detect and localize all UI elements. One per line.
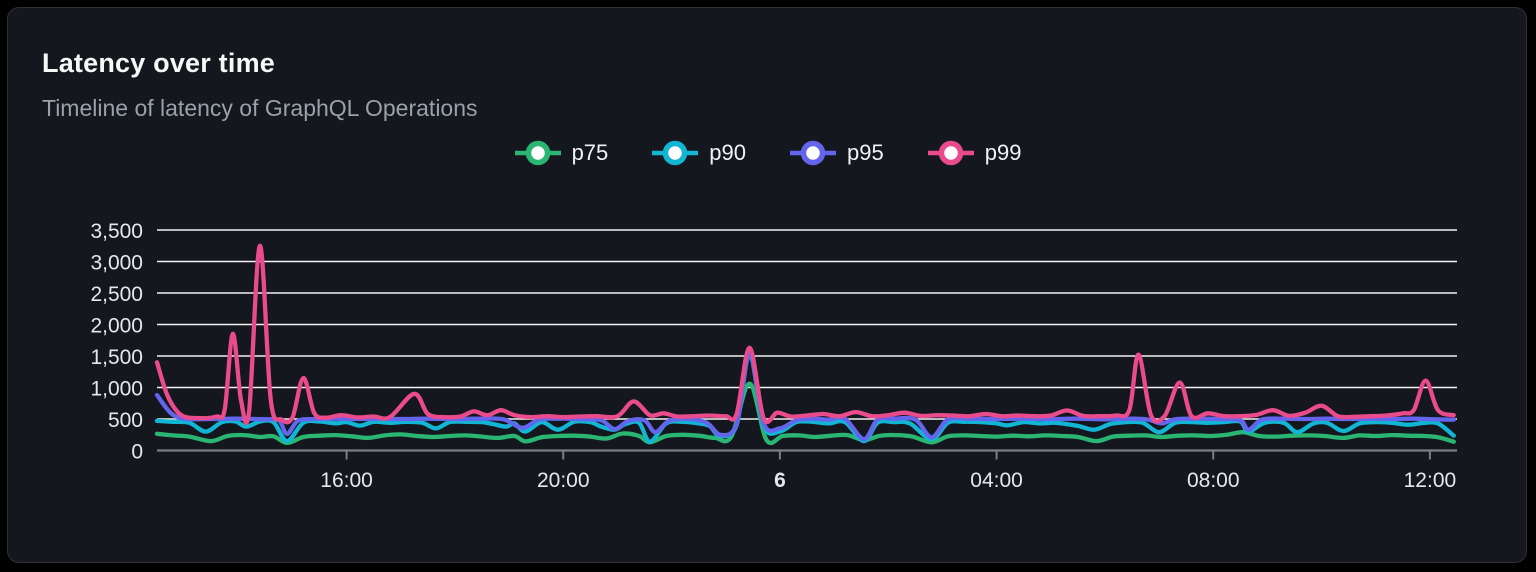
y-tick-label: 1,000: [90, 378, 143, 401]
x-tick-label: 12:00: [1404, 469, 1457, 492]
legend-item-p99[interactable]: p99: [927, 138, 1022, 168]
x-tick-label: 08:00: [1187, 469, 1240, 492]
legend-label: p90: [709, 140, 746, 165]
x-tick-label: 6: [774, 469, 786, 492]
legend-item-p95[interactable]: p95: [790, 138, 884, 168]
legend-label: p99: [984, 140, 1022, 165]
x-tick-label: 16:00: [320, 469, 373, 492]
series-line-p90: [154, 351, 1456, 444]
y-axis-labels: 0 500 1,000 1,500 2,000 2,500 3,000 3,500: [90, 220, 143, 464]
legend: p75 p90 p95 p99: [0, 138, 1536, 168]
series-line-p75: [154, 381, 1456, 446]
y-tick-label: 2,000: [90, 315, 143, 338]
latency-panel: [7, 7, 1527, 563]
series-line-p99: [154, 243, 1456, 425]
legend-item-p90[interactable]: p90: [652, 138, 746, 168]
x-tick-label: 20:00: [537, 469, 590, 492]
y-tick-label: 2,500: [90, 283, 143, 306]
legend-label: p95: [847, 140, 884, 165]
y-tick-label: 3,000: [90, 252, 143, 275]
x-tick-label: 04:00: [970, 469, 1023, 492]
legend-item-p75[interactable]: p75: [514, 138, 609, 168]
legend-series-marker-icon: [927, 140, 974, 166]
legend-series-marker-icon: [790, 140, 836, 166]
y-tick-label: 0: [131, 441, 143, 464]
legend-series-marker-icon: [514, 140, 561, 166]
series-lines: [154, 243, 1456, 446]
y-tick-label: 3,500: [90, 220, 143, 243]
y-tick-label: 1,500: [90, 346, 143, 369]
legend-label: p75: [571, 140, 609, 165]
legend-series-marker-icon: [652, 140, 699, 166]
panel-subtitle: Timeline of latency of GraphQL Operation…: [42, 95, 478, 121]
y-tick-label: 500: [108, 409, 143, 432]
panel-title: Latency over time: [42, 48, 275, 78]
x-axis-labels: 16:00 20:00 6 04:00 08:00 12:00: [320, 451, 1457, 492]
